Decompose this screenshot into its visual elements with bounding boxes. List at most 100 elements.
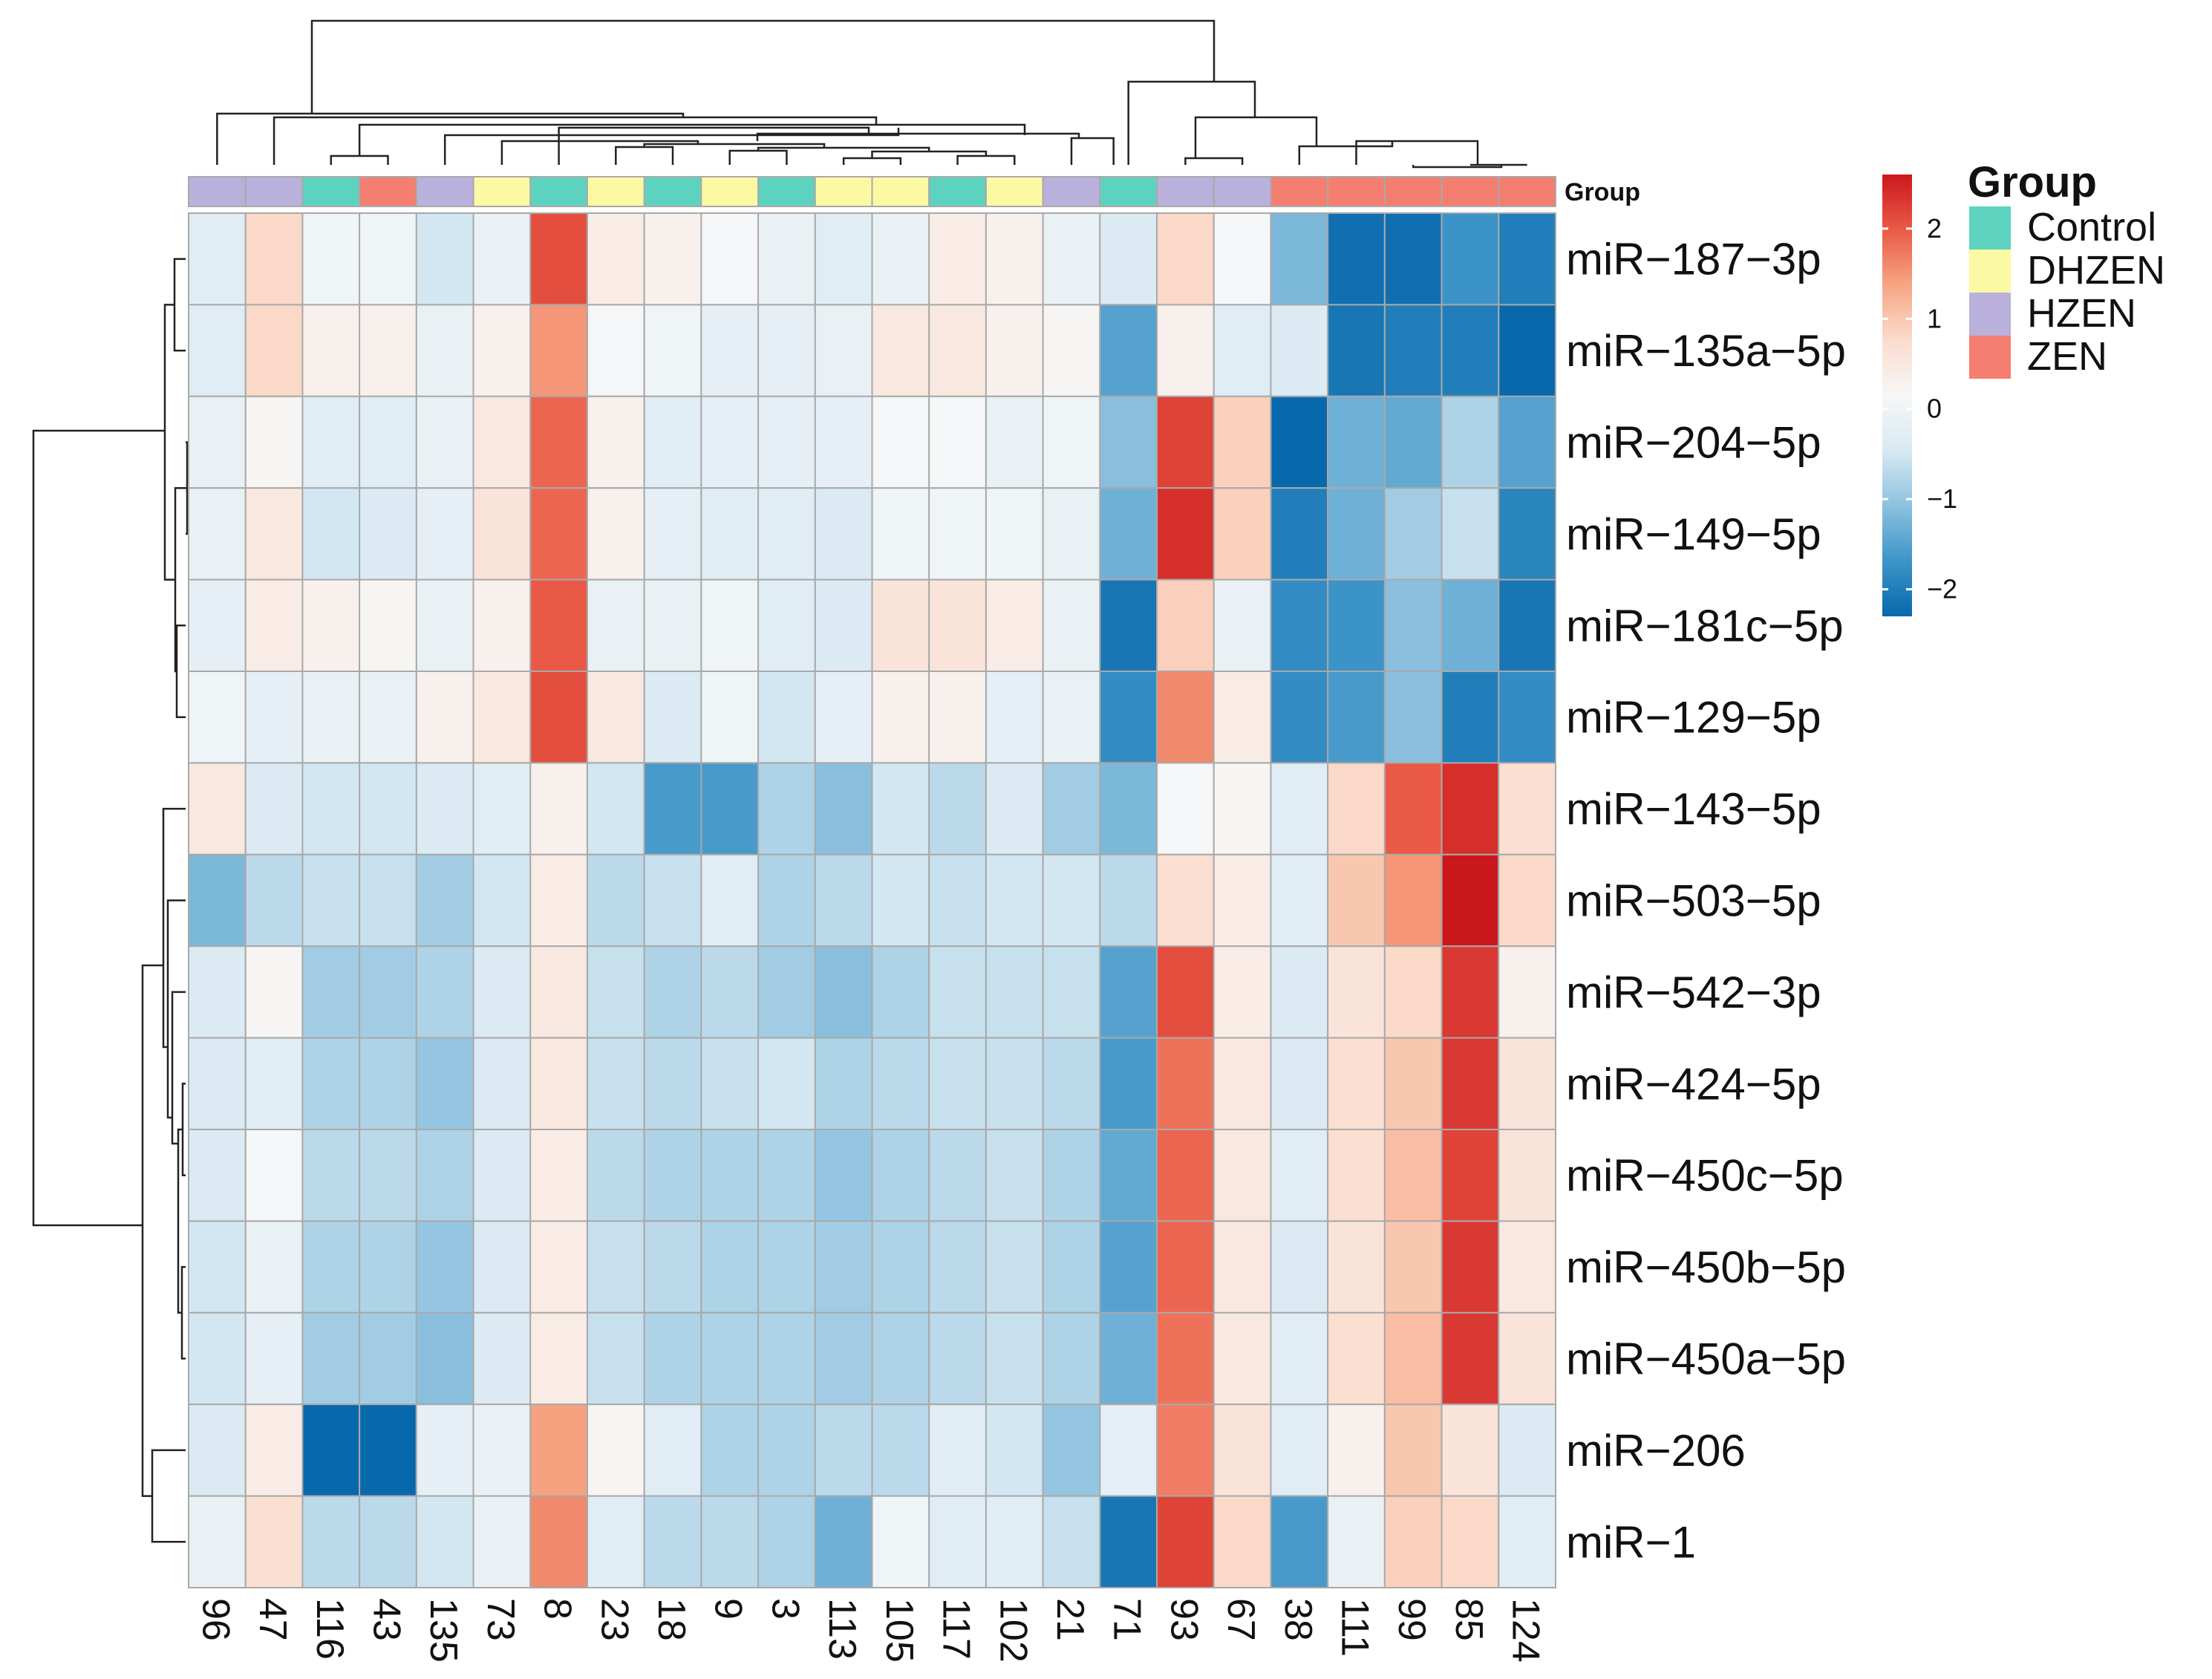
heatmap-cell (359, 395, 417, 489)
heatmap-cell (1042, 578, 1101, 672)
column-dendrogram-link (1298, 141, 1394, 165)
heatmap-cell (1213, 1495, 1272, 1588)
heatmap-cell (586, 1129, 645, 1222)
heatmap-cell (1498, 1129, 1556, 1222)
column-dendrogram-link (1127, 80, 1256, 165)
column-label: 18 (650, 1598, 693, 1641)
heatmap-cell (1498, 487, 1556, 581)
group-annotation-cell (359, 176, 417, 207)
heatmap-cell (415, 853, 474, 948)
heatmap-cell (301, 762, 361, 855)
legend-swatch (1969, 250, 2011, 293)
column-label: 71 (1106, 1598, 1149, 1641)
heatmap-cell (472, 1495, 532, 1588)
heatmap-cell (1441, 1495, 1500, 1588)
heatmap-cell (415, 304, 474, 397)
colorbar: 2 1 0 −1 −2 (1882, 175, 1957, 616)
group-annotation-cell (529, 176, 588, 207)
heatmap-cell (1441, 395, 1500, 489)
group-annotation-bar: Group (188, 176, 1640, 207)
group-annotation-cell (1213, 176, 1272, 207)
heatmap-cell (1441, 1220, 1500, 1314)
column-dendrogram-link (273, 116, 878, 165)
group-annotation-cell (1042, 176, 1101, 207)
column-label: 105 (878, 1598, 921, 1663)
heatmap-cell (1270, 945, 1329, 1039)
heatmap-cell (415, 671, 474, 764)
column-dendrogram-link (757, 146, 930, 151)
heatmap-cell (1270, 1311, 1329, 1406)
heatmap-cell (757, 1220, 816, 1314)
heatmap-cell (700, 212, 760, 306)
heatmap-cell (1213, 671, 1272, 764)
heatmap-cell (1099, 671, 1158, 764)
colorbar-tick-label: 0 (1927, 394, 1942, 424)
heatmap-cell (1042, 853, 1101, 948)
heatmap-cell (1156, 304, 1215, 397)
heatmap-cell (415, 1037, 474, 1130)
heatmap-cell (1498, 671, 1556, 764)
heatmap-cell (1099, 853, 1158, 948)
heatmap-cell (1498, 1403, 1556, 1497)
heatmap-cell (871, 1037, 930, 1130)
heatmap-cell (700, 578, 760, 672)
heatmap-cell (188, 304, 247, 397)
column-label: 3 (763, 1598, 806, 1620)
heatmap-cell (1498, 395, 1556, 489)
heatmap-cell (985, 1495, 1044, 1588)
heatmap-cell (1383, 212, 1443, 306)
heatmap-cell (814, 304, 873, 397)
heatmap-cell (244, 1495, 304, 1588)
heatmap-cell (1441, 762, 1500, 855)
heatmap-cell (1099, 1495, 1158, 1588)
legend-item-label: HZEN (2027, 291, 2136, 336)
heatmap-cell (1498, 212, 1556, 306)
heatmap-cell (1383, 487, 1443, 581)
heatmap-cell (757, 762, 816, 855)
heatmap-cell (586, 853, 645, 948)
heatmap-cell (1270, 1220, 1329, 1314)
heatmap-cell (1042, 762, 1101, 855)
heatmap-cell (1156, 1403, 1215, 1497)
column-label: 23 (593, 1598, 636, 1641)
heatmap-cell (643, 395, 702, 489)
heatmap-cell (1042, 1129, 1101, 1222)
row-label: miR−129−5p (1566, 693, 1821, 743)
heatmap-cell (472, 945, 532, 1039)
column-label: 99 (1390, 1598, 1433, 1641)
column-dendrogram (216, 19, 1527, 169)
heatmap-cell (244, 1129, 304, 1222)
heatmap-cell (871, 212, 930, 306)
heatmap-cell (244, 1037, 304, 1130)
heatmap-cell (700, 1403, 760, 1497)
row-dendrogram-link (141, 964, 163, 1497)
heatmap-cell (985, 578, 1044, 672)
heatmap-cell (814, 1311, 873, 1406)
heatmap-cell (1383, 1495, 1443, 1588)
heatmap-cell (1383, 578, 1443, 672)
heatmap-cell (415, 1495, 474, 1588)
column-label: 116 (308, 1598, 351, 1660)
heatmap-cell (529, 945, 588, 1039)
heatmap-cell (928, 853, 987, 948)
heatmap-cell (1383, 1403, 1443, 1497)
heatmap-cell (1498, 853, 1556, 948)
group-annotation-cell (1498, 176, 1556, 207)
group-annotation-cell (415, 176, 474, 207)
heatmap-cell (301, 1311, 361, 1406)
heatmap-cell (529, 395, 588, 489)
heatmap-cell (188, 212, 247, 306)
heatmap-cell (1498, 1220, 1556, 1314)
heatmap-cell (871, 1403, 930, 1497)
heatmap-cell (472, 1037, 532, 1130)
heatmap-cell (814, 395, 873, 489)
heatmap-cell (188, 1311, 247, 1406)
heatmap-cell (244, 487, 304, 581)
column-label: 73 (479, 1598, 522, 1641)
heatmap-cell (871, 671, 930, 764)
heatmap-cell (529, 487, 588, 581)
heatmap-cell (985, 945, 1044, 1039)
group-annotation-cell (985, 176, 1044, 207)
heatmap-cell (1156, 395, 1215, 489)
heatmap-cell (1498, 304, 1556, 397)
